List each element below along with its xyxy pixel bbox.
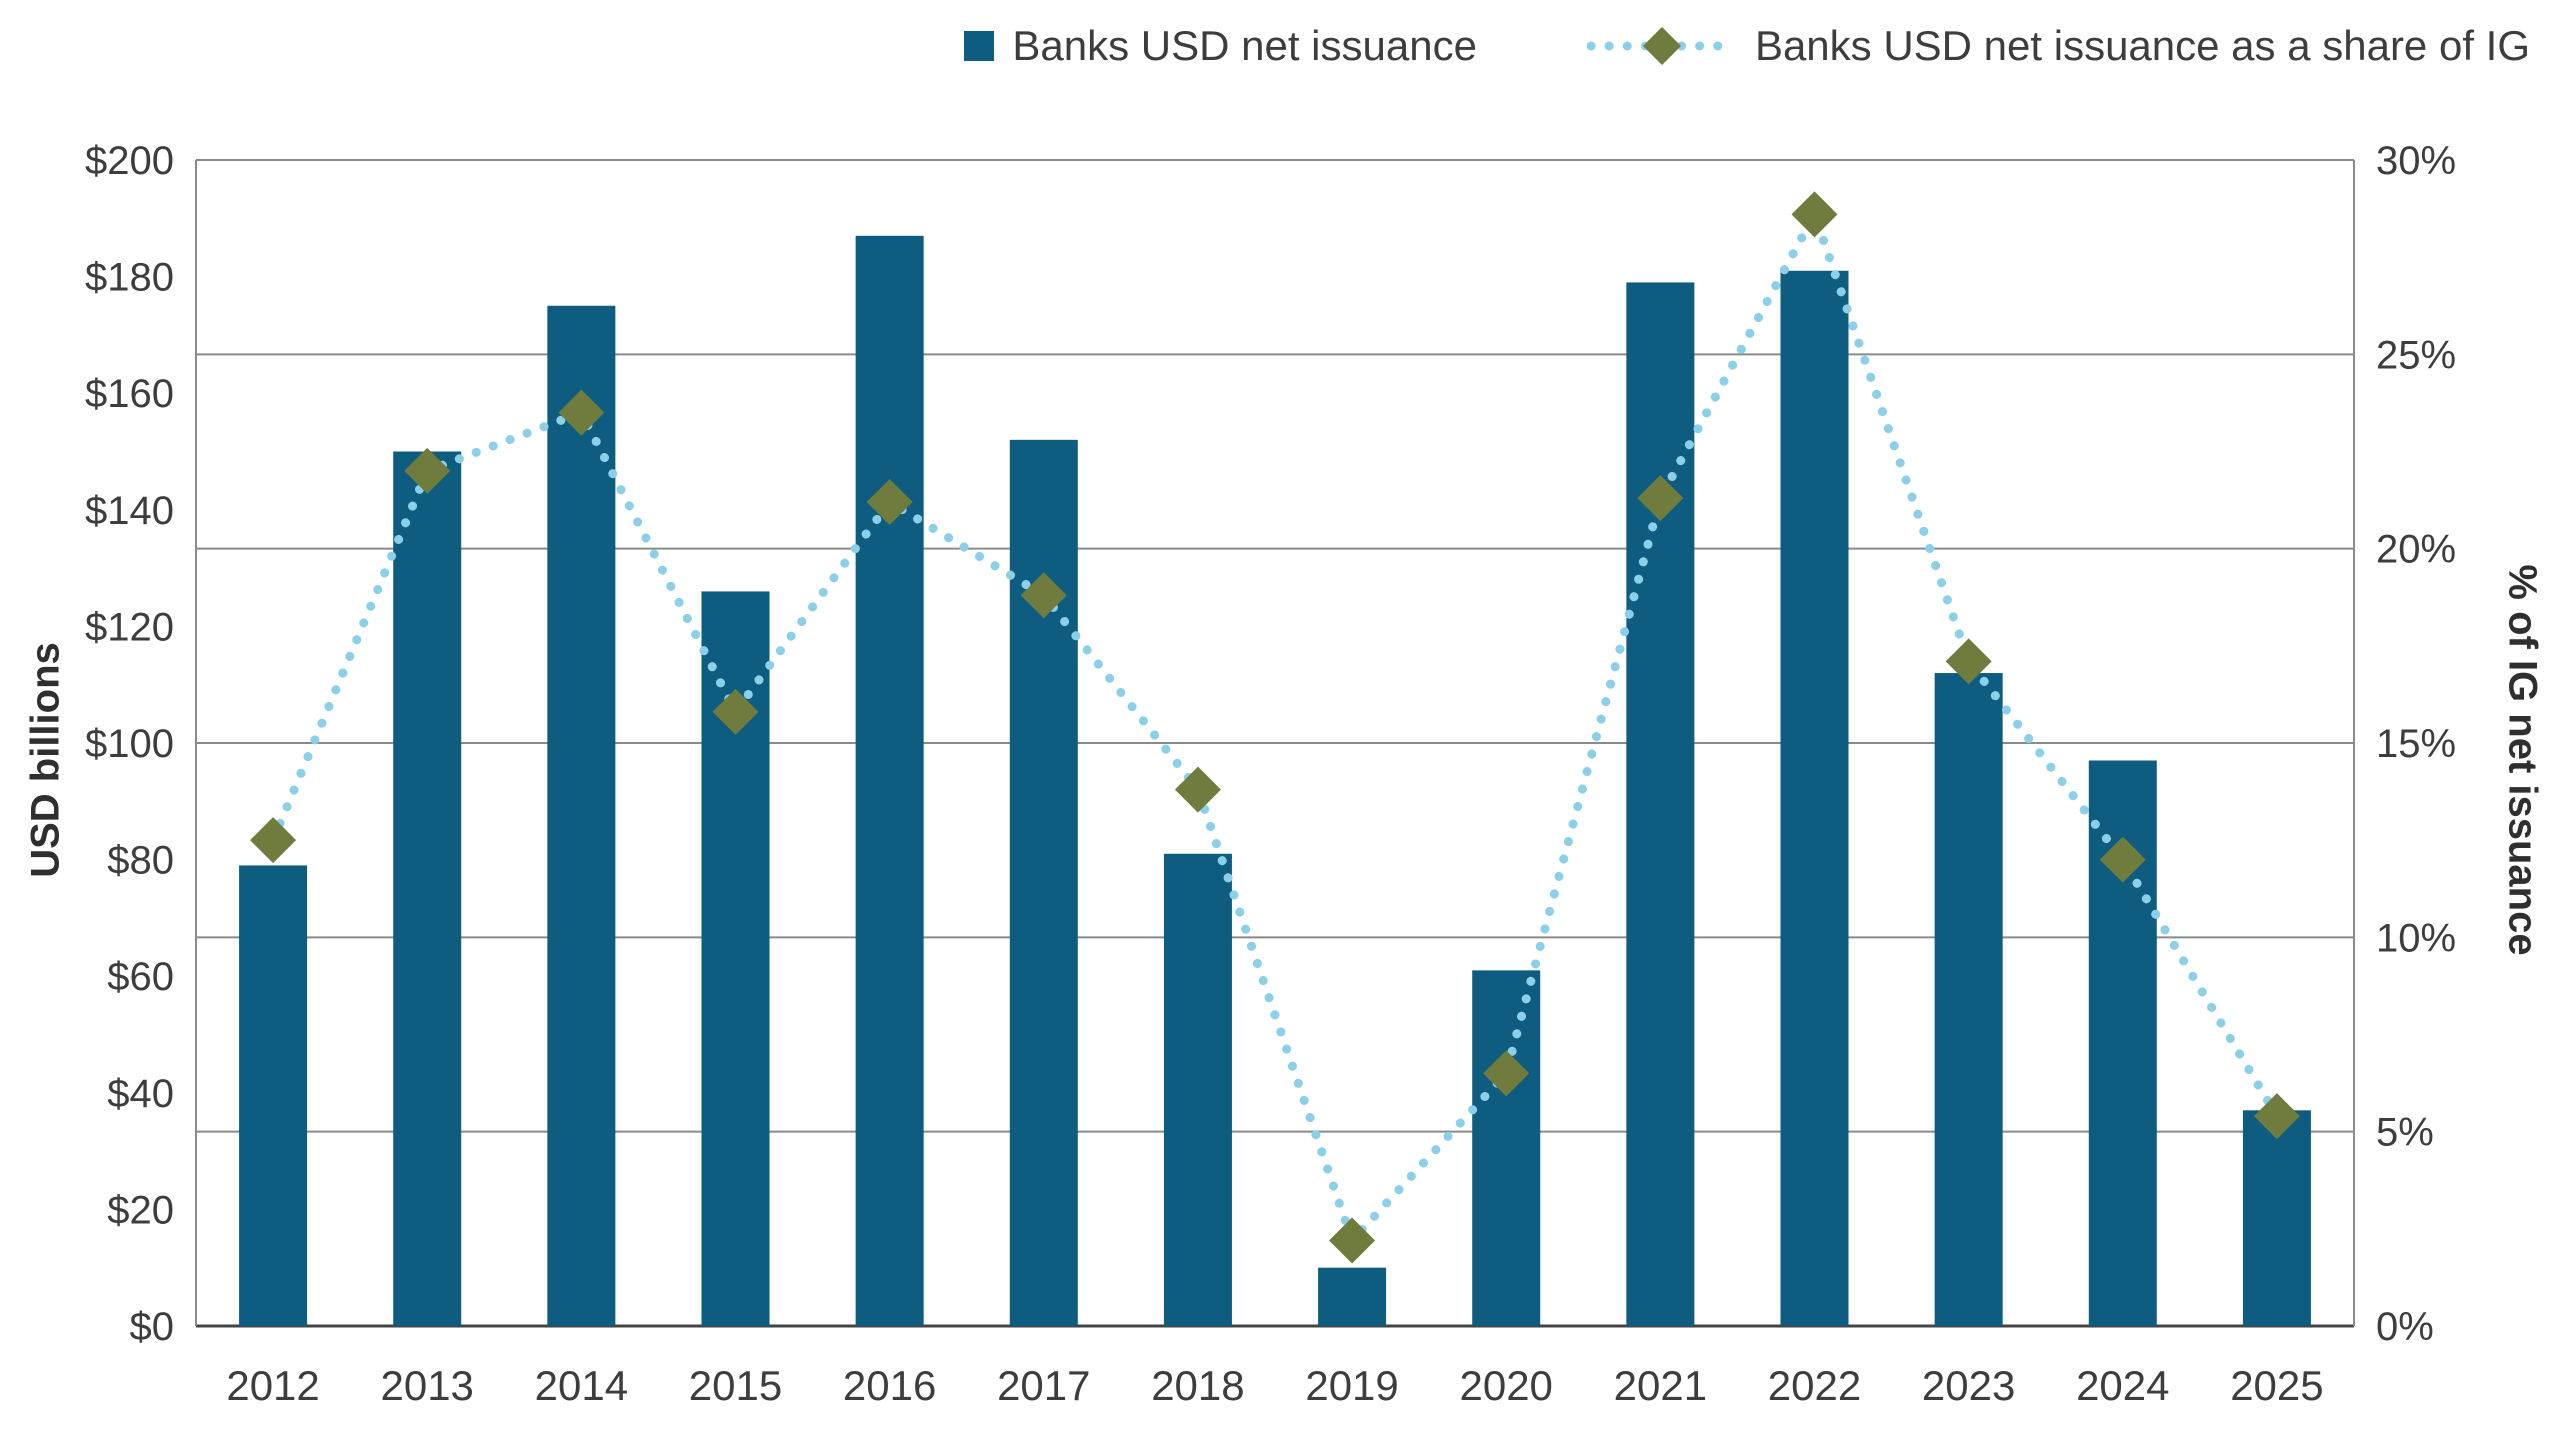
bar-series-swatch-icon	[964, 31, 995, 61]
bar-2016	[855, 235, 924, 1326]
right-tick-label: 0%	[2376, 1305, 2434, 1349]
share-of-ig-dotted-line	[268, 203, 2282, 1250]
right-tick-label: 30%	[2376, 139, 2456, 183]
right-tick-label: 20%	[2376, 528, 2456, 572]
left-tick-label: $40	[107, 1072, 174, 1116]
left-tick-label: $200	[85, 139, 174, 183]
diamond-marker-2023	[1945, 638, 1992, 685]
left-tick-label: $160	[85, 372, 174, 416]
bar-2021	[1626, 282, 1695, 1327]
bar-2014	[547, 305, 616, 1326]
bar-2013	[393, 451, 462, 1326]
right-tick-label: 5%	[2376, 1111, 2434, 1155]
dotted-diamond-swatch-icon	[1586, 27, 1737, 65]
diamond-marker-2018	[1174, 766, 1221, 813]
right-tick-label: 15%	[2376, 722, 2456, 766]
diamond-marker-2022	[1791, 191, 1838, 238]
x-tick-label-2025: 2025	[2230, 1362, 2323, 1409]
right-tick-label: 10%	[2376, 916, 2456, 960]
bar-2022	[1780, 270, 1849, 1326]
left-tick-label: $60	[107, 955, 174, 999]
legend-item-bars: Banks USD net issuance	[964, 22, 1477, 70]
left-tick-label: $100	[85, 722, 174, 766]
right-tick-label: 25%	[2376, 333, 2456, 377]
diamond-marker-2012	[250, 817, 297, 864]
x-tick-label-2017: 2017	[997, 1362, 1090, 1409]
bar-2019	[1318, 1267, 1387, 1326]
left-tick-label: $120	[85, 605, 174, 649]
diamond-marker-2019	[1329, 1217, 1376, 1264]
x-tick-label-2014: 2014	[535, 1362, 628, 1409]
x-tick-label-2022: 2022	[1768, 1362, 1861, 1409]
diamond-marker-2013	[404, 447, 451, 494]
diamond-marker-2016	[866, 479, 913, 526]
x-tick-label-2024: 2024	[2076, 1362, 2169, 1409]
diamond-marker-2025	[2253, 1093, 2300, 1140]
diamond-marker-2015	[712, 688, 759, 735]
bar-2020	[1472, 970, 1541, 1326]
bar-2025	[2242, 1110, 2311, 1326]
legend-label-line: Banks USD net issuance as a share of IG	[1754, 22, 2530, 69]
left-tick-label: $80	[107, 839, 174, 883]
x-tick-label-2018: 2018	[1151, 1362, 1244, 1409]
legend-label-bars: Banks USD net issuance	[1012, 22, 1477, 69]
bar-2012	[239, 865, 308, 1326]
bar-2023	[1934, 673, 2003, 1326]
x-tick-label-2021: 2021	[1614, 1362, 1707, 1409]
left-tick-label: $180	[85, 256, 174, 300]
chart-legend: Banks USD net issuance Banks USD net iss…	[964, 22, 2530, 70]
left-tick-label: $0	[130, 1305, 175, 1349]
legend-item-line: Banks USD net issuance as a share of IG	[1586, 22, 2530, 70]
x-tick-label-2019: 2019	[1305, 1362, 1398, 1409]
x-tick-label-2023: 2023	[1922, 1362, 2015, 1409]
bar-2018	[1163, 853, 1232, 1326]
x-tick-label-2012: 2012	[226, 1362, 319, 1409]
left-tick-label: $140	[85, 489, 174, 533]
diamond-marker-2021	[1637, 475, 1684, 522]
x-tick-label-2015: 2015	[689, 1362, 782, 1409]
x-tick-label-2020: 2020	[1459, 1362, 1552, 1409]
diamond-marker-2014	[558, 389, 605, 436]
diamond-marker-2024	[2099, 836, 2146, 883]
x-tick-label-2013: 2013	[380, 1362, 473, 1409]
x-tick-label-2016: 2016	[843, 1362, 936, 1409]
left-tick-label: $20	[107, 1188, 174, 1232]
diamond-marker-2017	[1020, 572, 1067, 619]
diamond-marker-2020	[1483, 1050, 1530, 1097]
